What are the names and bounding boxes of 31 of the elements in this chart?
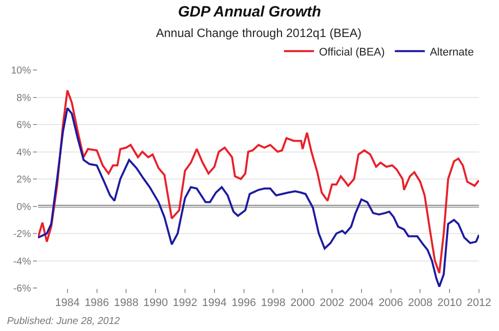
x-tick-label: 1998 (260, 297, 286, 310)
y-tick-label: 0% (16, 202, 32, 213)
x-tick-label: 2006 (378, 297, 404, 310)
legend-label: Official (BEA) (319, 46, 385, 58)
x-tick-label: 1984 (55, 297, 80, 310)
y-tick-label: -4% (13, 256, 32, 268)
y-tick-label: 4% (16, 147, 32, 158)
x-tick-label: 1994 (202, 297, 227, 310)
x-tick-label: 1992 (172, 297, 198, 310)
legend-label: Alternate (430, 46, 474, 58)
x-tick-label: 1996 (232, 297, 256, 310)
x-tick-label: 2012 (466, 297, 492, 310)
x-tick-label: 1988 (114, 297, 138, 310)
x-tick-label: 2008 (408, 297, 432, 310)
text: Published: June 28, 2012 (7, 316, 120, 327)
chart-title: GDP Annual Growth (178, 4, 322, 20)
x-tick-label: 2002 (320, 297, 344, 310)
x-tick-label: 1990 (143, 297, 168, 310)
x-tick-label: 2000 (290, 297, 315, 310)
line-series (38, 89, 479, 274)
x-tick-label: 2004 (349, 297, 374, 310)
x-tick-label: 1986 (84, 297, 110, 310)
y-tick-label: 6% (16, 120, 32, 131)
x-tick-label: 2010 (437, 297, 462, 310)
y-tick-label: -6% (13, 284, 32, 294)
chart-subtitle: Annual Change through 2012q1 (BEA) (156, 26, 362, 40)
y-tick-label: 2% (16, 174, 32, 186)
y-tick-label: 8% (16, 92, 32, 104)
line-series (38, 107, 479, 288)
y-tick-label: 10% (10, 66, 32, 76)
y-tick-label: -2% (13, 229, 32, 240)
